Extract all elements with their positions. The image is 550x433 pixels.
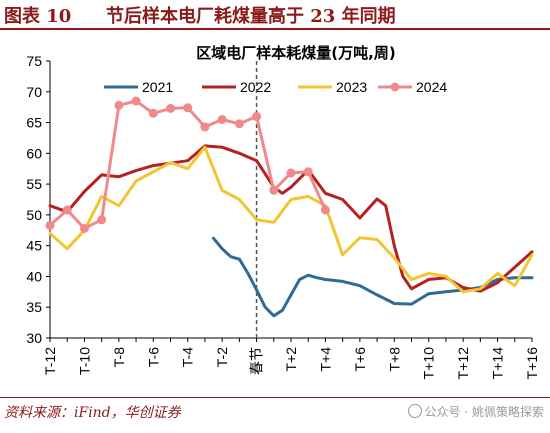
- x-tick-label: T-4: [180, 347, 196, 367]
- series-line-2023: [48, 145, 534, 294]
- x-tick-label: T+12: [455, 347, 471, 380]
- footer-rule: [0, 397, 550, 398]
- data-point-2024: [114, 100, 124, 110]
- figure-title-text: 节后样本电厂耗煤量高于 23 年同期: [106, 6, 396, 27]
- data-point-2024: [183, 103, 193, 113]
- data-point-2024: [252, 111, 262, 121]
- wechat-icon: [407, 404, 422, 418]
- title-rule: [0, 28, 550, 30]
- x-tick-label: T-6: [145, 347, 161, 367]
- data-point-2024: [200, 122, 210, 132]
- y-tick-label: 45: [26, 238, 42, 254]
- line-chart: 区域电厂样本耗煤量(万吨,周) 2021 2022 2023 2024 30 35 40 4…: [26, 44, 540, 380]
- x-tick-label: T+6: [352, 347, 368, 372]
- data-point-2024: [286, 168, 296, 178]
- x-tick-label: T+4: [317, 347, 333, 372]
- x-tick-label: T+2: [283, 347, 299, 372]
- data-point-2024: [217, 115, 227, 124]
- watermark: 公众号 · 姚佩策略探索: [407, 403, 544, 420]
- x-tick-label: T-10: [76, 347, 92, 375]
- figure-title: 图表 10 节后样本电厂耗煤量高于 23 年同期: [4, 2, 546, 28]
- data-point-2024: [131, 96, 141, 106]
- data-point-2024: [269, 185, 279, 195]
- y-tick-label: 35: [26, 299, 42, 315]
- y-tick-label: 30: [26, 330, 42, 346]
- data-point-2024: [320, 205, 330, 215]
- x-tick-label: T-12: [42, 347, 58, 375]
- y-tick-label: 75: [26, 53, 42, 69]
- series-line-2021: [212, 236, 534, 318]
- x-tick-label: T+8: [386, 347, 402, 372]
- legend: 2021 2022 2023 2024: [104, 79, 447, 95]
- y-tick-label: 55: [26, 176, 42, 192]
- y-tick-label: 50: [26, 207, 42, 223]
- data-point-2024: [79, 223, 89, 233]
- y-tick-label: 70: [26, 84, 42, 100]
- figure-label: 图表 10: [4, 6, 72, 27]
- y-tick-label: 40: [26, 268, 42, 284]
- plot-area: [45, 61, 534, 338]
- legend-label-2022: 2022: [240, 79, 271, 95]
- data-point-2024: [234, 119, 244, 129]
- chart-title: 区域电厂样本耗煤量(万吨,周): [196, 44, 395, 62]
- data-point-2024: [62, 205, 72, 215]
- series-line-2022: [48, 144, 534, 293]
- x-tick-label: T+16: [524, 347, 540, 380]
- data-point-2024: [45, 220, 55, 230]
- data-point-2024: [148, 108, 158, 118]
- watermark-text: 公众号 · 姚佩策略探索: [424, 405, 544, 419]
- x-axis: T-12 T-10 T-8 T-6 T-4 T-2 春节 T+2 T+4 T+6 T+8 T+10 T+…: [42, 337, 540, 380]
- y-tick-label: 65: [26, 115, 42, 131]
- x-tick-label: T-8: [111, 347, 127, 367]
- x-tick-label: 春节: [249, 347, 265, 375]
- legend-marker-2024: [390, 82, 400, 92]
- x-tick-label: T-2: [214, 347, 230, 367]
- y-tick-label: 60: [26, 145, 42, 161]
- x-tick-label: T+10: [421, 347, 437, 380]
- x-tick-label: T+14: [490, 347, 506, 380]
- y-axis: 30 35 40 45 50 55 60 65 70 75: [26, 53, 51, 346]
- legend-label-2023: 2023: [336, 79, 367, 95]
- data-point-2024: [303, 167, 313, 177]
- data-point-2024: [166, 103, 175, 113]
- data-point-2024: [97, 215, 107, 225]
- legend-label-2021: 2021: [142, 79, 173, 95]
- source-note: 资料来源：iFind，华创证券: [4, 405, 181, 421]
- legend-label-2024: 2024: [416, 79, 447, 95]
